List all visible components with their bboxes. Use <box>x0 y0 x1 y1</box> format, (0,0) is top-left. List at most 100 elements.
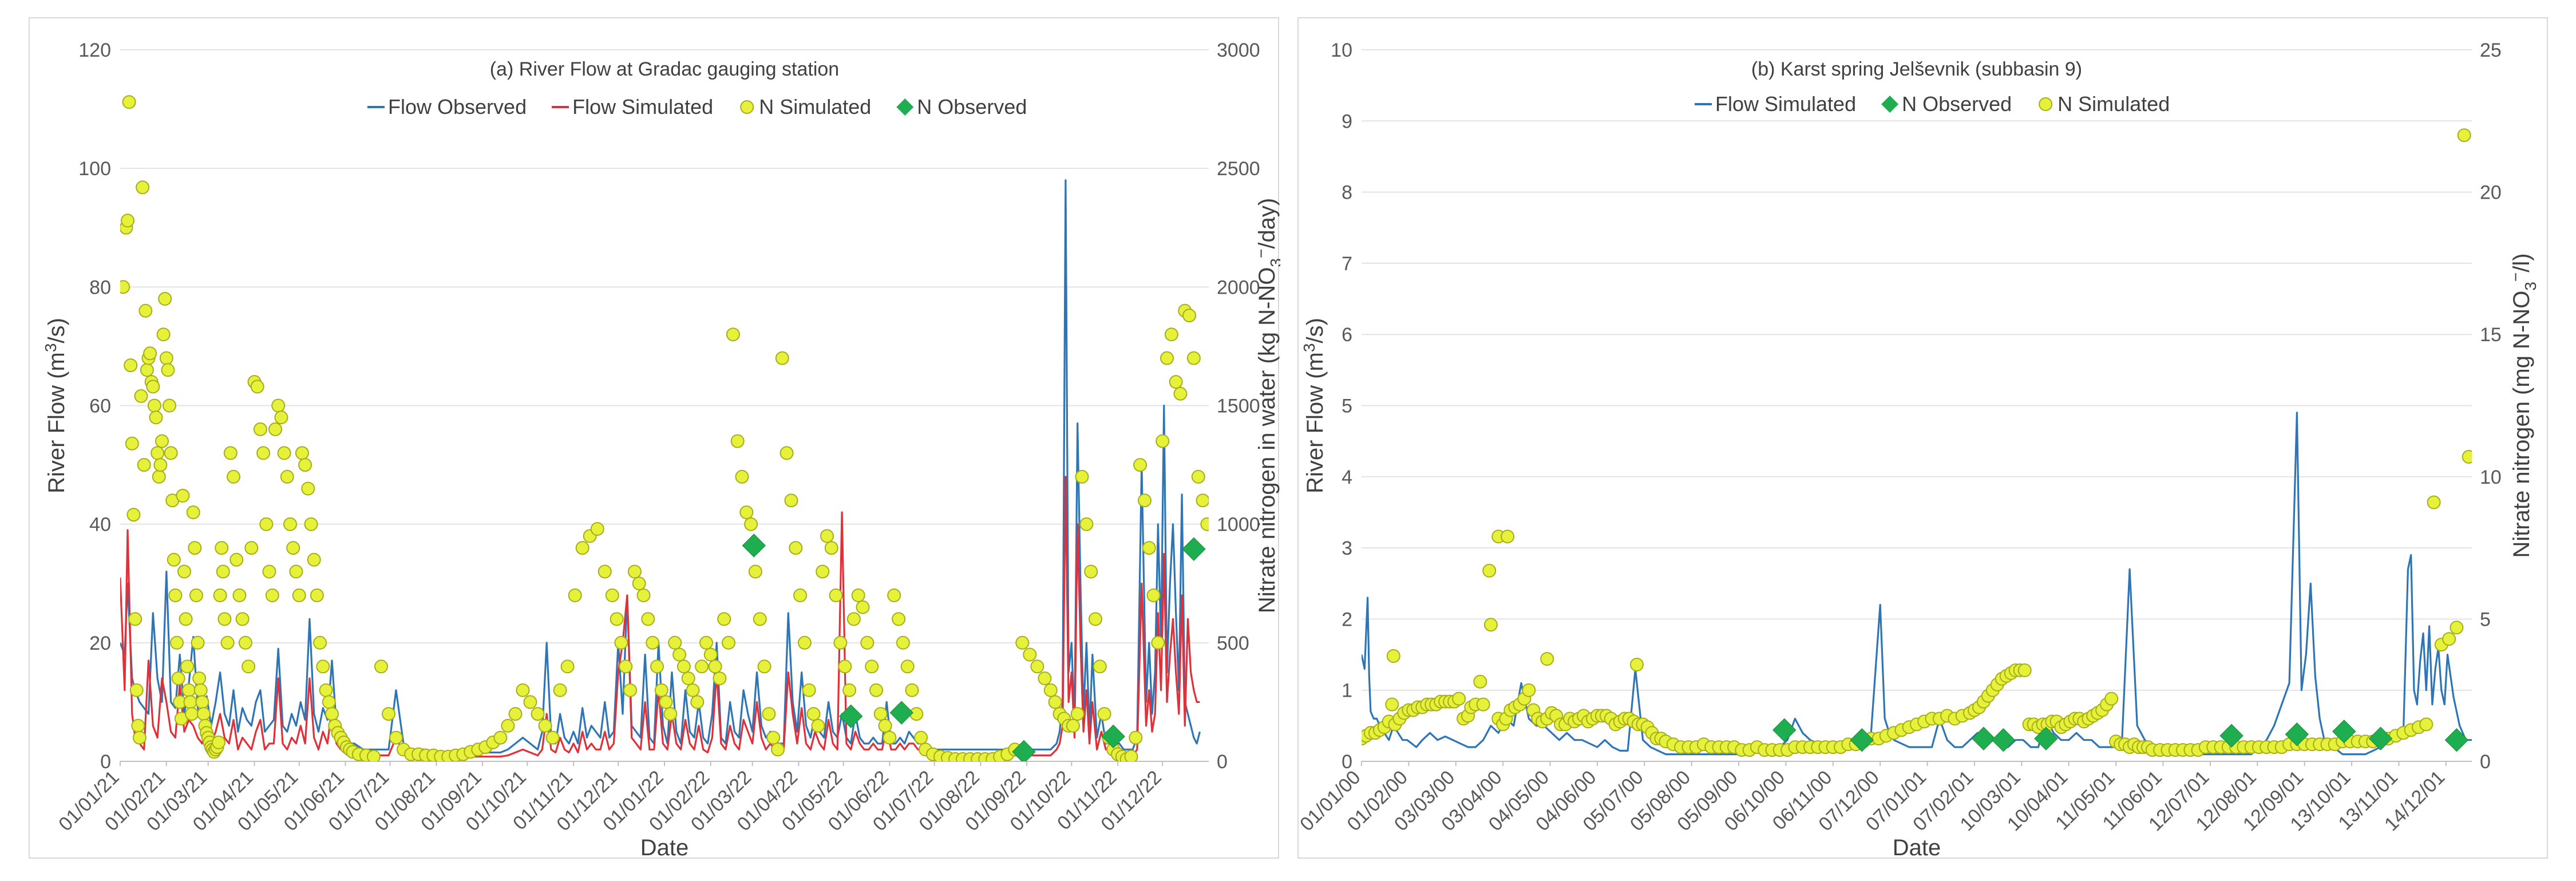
n-simulated-point <box>1482 563 1497 578</box>
n-simulated-point <box>1501 530 1515 544</box>
x-axis-label: Date <box>1893 835 1941 860</box>
legend-swatch-diamond <box>896 98 914 116</box>
n-simulated-point <box>900 659 915 674</box>
n-simulated-point <box>319 683 333 697</box>
series-line-flow-observed <box>120 179 1201 754</box>
n-observed-point <box>2034 726 2058 750</box>
n-simulated-point <box>1160 351 1174 365</box>
n-simulated-point <box>244 541 259 555</box>
n-simulated-point <box>163 398 176 413</box>
n-simulated-point <box>232 588 247 602</box>
n-simulated-point <box>158 292 172 306</box>
n-simulated-point <box>856 600 870 614</box>
n-simulated-point <box>322 695 336 709</box>
n-simulated-point <box>717 612 731 626</box>
y2-tick-label: 0 <box>2480 751 2491 773</box>
y2-axis-label: Nitrate nitrogen (mg N-NO3−/l) <box>2507 253 2539 558</box>
n-simulated-point <box>568 588 582 602</box>
n-simulated-point <box>1066 718 1080 733</box>
n-simulated-point <box>1070 707 1085 721</box>
n-simulated-point <box>265 588 279 602</box>
n-simulated-point <box>1043 683 1058 697</box>
n-simulated-point <box>1200 517 1209 531</box>
n-observed-point <box>838 704 863 728</box>
y-tick-label: 120 <box>78 39 111 61</box>
y-tick-label: 80 <box>89 276 111 298</box>
n-simulated-point <box>313 635 327 650</box>
n-simulated-point <box>2419 717 2433 732</box>
n-simulated-point <box>316 659 330 674</box>
chart-title: (b) Karst spring Jelševnik (subbasin 9) <box>1751 58 2082 80</box>
y2-tick-label: 2000 <box>1217 276 1260 298</box>
legend-label: N Simulated <box>759 95 871 118</box>
legend-label: Flow Simulated <box>1715 92 1856 116</box>
y-tick-label: 8 <box>1342 182 1352 204</box>
n-simulated-point <box>905 683 919 697</box>
n-simulated-point <box>185 707 199 721</box>
n-simulated-point <box>914 730 928 745</box>
n-simulated-point <box>739 505 754 519</box>
n-simulated-point <box>191 635 205 650</box>
n-observed-point <box>1182 537 1206 561</box>
n-observed-point <box>2285 722 2309 746</box>
n-simulated-point <box>1133 458 1147 472</box>
n-simulated-point <box>147 398 161 413</box>
n-simulated-point <box>2457 128 2471 143</box>
n-simulated-point <box>753 612 767 626</box>
n-simulated-point <box>820 529 834 543</box>
chart-b-svg: 012345678910051015202501/01/0001/02/0003… <box>1299 18 2539 860</box>
n-observed-point <box>2332 720 2356 744</box>
n-simulated-point <box>744 517 758 531</box>
n-simulated-point <box>878 718 892 733</box>
n-simulated-point <box>2017 663 2032 677</box>
y2-tick-label: 5 <box>2480 609 2491 630</box>
n-observed-point <box>742 534 766 558</box>
n-simulated-point <box>646 635 660 650</box>
n-simulated-point <box>766 730 781 745</box>
n-simulated-point <box>262 564 276 579</box>
n-simulated-point <box>1386 649 1400 663</box>
y-tick-label: 100 <box>78 158 111 180</box>
y-tick-label: 2 <box>1342 609 1352 630</box>
n-simulated-point <box>277 446 291 460</box>
n-simulated-point <box>789 541 803 555</box>
legend-label: Flow Simulated <box>572 95 713 118</box>
n-simulated-point <box>1169 375 1183 389</box>
n-simulated-point <box>802 683 816 697</box>
n-simulated-point <box>122 95 136 109</box>
n-simulated-point <box>212 735 225 749</box>
y-tick-label: 0 <box>100 751 111 773</box>
n-simulated-point <box>283 517 297 531</box>
n-simulated-point <box>140 363 154 377</box>
n-simulated-point <box>627 564 642 579</box>
n-simulated-point <box>128 612 143 626</box>
n-simulated-point <box>516 683 530 697</box>
n-simulated-point <box>280 469 294 484</box>
n-simulated-point <box>120 280 130 294</box>
n-simulated-point <box>619 659 633 674</box>
n-simulated-point <box>1182 309 1197 323</box>
n-simulated-point <box>2265 18 2277 25</box>
n-simulated-point <box>1196 493 1209 508</box>
n-simulated-point <box>829 588 843 602</box>
n-simulated-point <box>1030 659 1044 674</box>
n-simulated-point <box>189 588 203 602</box>
n-simulated-point <box>806 707 821 721</box>
n-simulated-point <box>816 564 830 579</box>
n-simulated-point <box>181 683 196 697</box>
y-tick-label: 7 <box>1342 253 1352 275</box>
n-simulated-point <box>597 564 612 579</box>
n-simulated-point <box>1048 695 1062 709</box>
n-simulated-point <box>726 327 740 342</box>
n-simulated-point <box>1142 541 1156 555</box>
n-observed-point <box>2219 724 2243 748</box>
n-simulated-point <box>708 659 722 674</box>
n-simulated-point <box>177 564 191 579</box>
n-simulated-point <box>1164 327 1178 342</box>
n-simulated-point <box>151 446 165 460</box>
n-simulated-point <box>1476 697 1490 712</box>
n-observed-point <box>1101 724 1125 749</box>
n-simulated-point <box>298 458 312 472</box>
n-simulated-point <box>1630 658 1644 671</box>
y-tick-label: 10 <box>1331 39 1352 61</box>
